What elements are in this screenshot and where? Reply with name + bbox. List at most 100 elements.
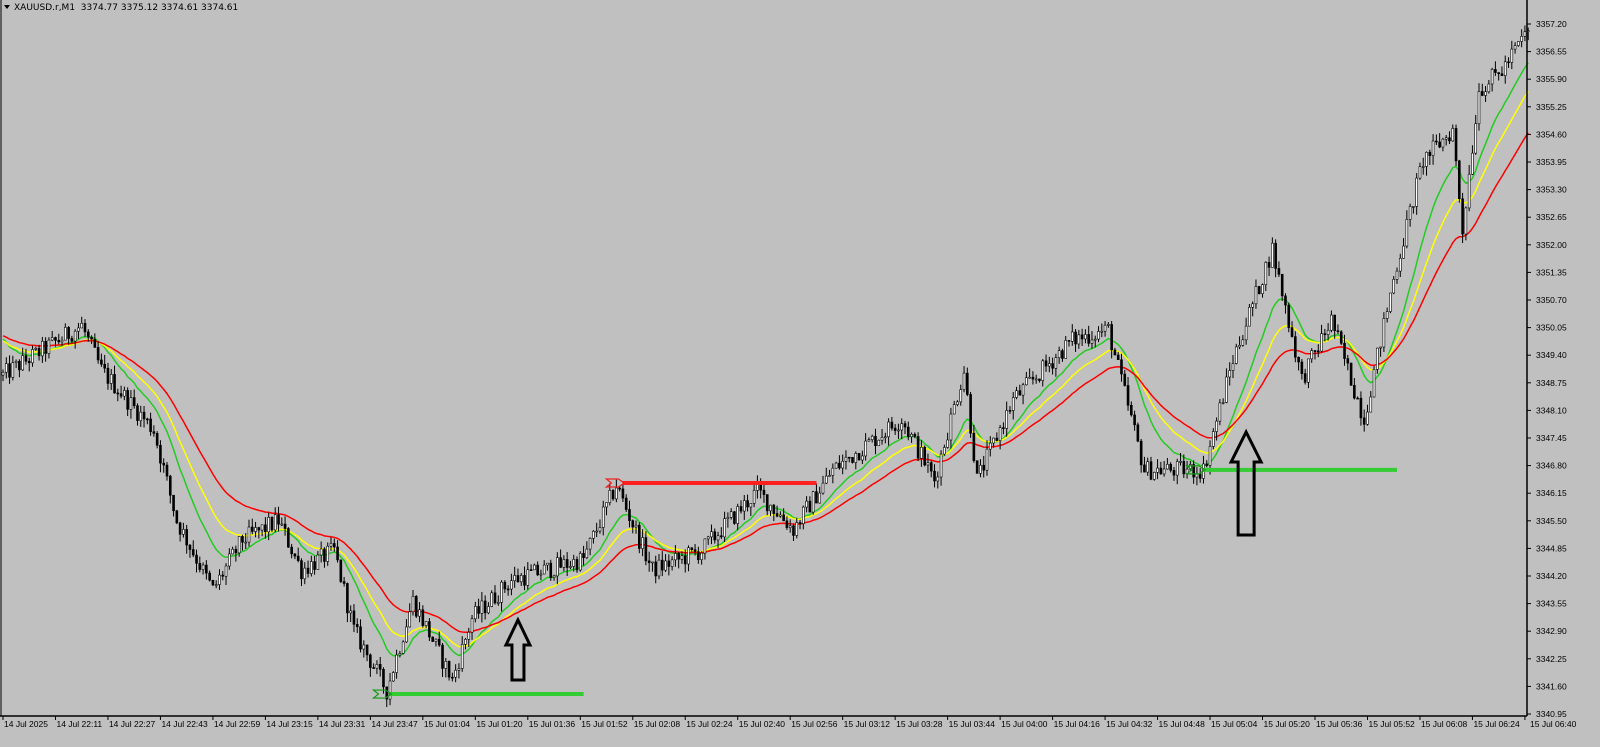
candle-body — [234, 548, 238, 554]
candle — [1395, 267, 1399, 284]
candle-body — [913, 433, 917, 437]
candle-body — [1257, 286, 1261, 295]
candle-body — [470, 618, 474, 633]
candle — [510, 573, 513, 596]
candle — [1051, 357, 1054, 375]
candle — [647, 551, 651, 572]
candle-body — [408, 611, 412, 628]
candle-body — [103, 363, 106, 369]
candle — [998, 425, 1002, 450]
candle — [923, 445, 926, 467]
candle-body — [1385, 311, 1389, 319]
candle — [146, 417, 149, 425]
candle-body — [775, 513, 779, 517]
candle — [1034, 374, 1038, 384]
candle — [185, 524, 188, 554]
candle-body — [1149, 461, 1153, 480]
candle — [578, 551, 582, 572]
candle-body — [670, 559, 674, 567]
candle-body — [916, 436, 920, 459]
candle — [70, 335, 74, 344]
y-tick-label: 3356.55 — [1536, 47, 1567, 57]
candle — [382, 667, 385, 694]
candle-body — [690, 547, 694, 550]
candle-body — [1234, 346, 1238, 364]
candle — [1513, 42, 1517, 54]
candle-body — [1336, 330, 1340, 333]
candle — [1005, 401, 1008, 437]
candle-body — [1103, 324, 1107, 332]
y-tick-label: 3345.50 — [1536, 516, 1567, 526]
candle-body — [1418, 166, 1422, 179]
candle — [44, 337, 47, 362]
candle — [1008, 406, 1012, 414]
candle — [1225, 368, 1228, 404]
candle — [1169, 462, 1172, 473]
candle — [139, 405, 143, 427]
candle-body — [988, 442, 992, 450]
candle-body — [1441, 138, 1445, 148]
y-tick-label: 3353.95 — [1536, 157, 1567, 167]
candle — [1175, 458, 1179, 485]
resistance-level-marker-icon — [604, 478, 626, 488]
candle — [588, 537, 592, 556]
candle-body — [713, 531, 717, 541]
candle — [168, 474, 172, 504]
candle-body — [952, 404, 956, 415]
candle — [1425, 151, 1428, 176]
dropdown-triangle-icon[interactable] — [4, 5, 10, 9]
candle — [208, 570, 211, 582]
candle-body — [185, 529, 188, 546]
candle-body — [739, 506, 743, 512]
candle — [654, 555, 658, 584]
candle-body — [802, 506, 805, 525]
candle-body — [303, 567, 307, 580]
candle-body — [867, 439, 871, 442]
candle-body — [847, 456, 851, 459]
candle — [80, 316, 84, 329]
candle-body — [1425, 151, 1428, 167]
candle-body — [1454, 128, 1458, 162]
candle-body — [647, 560, 651, 563]
candle-body — [533, 564, 536, 571]
candle — [1093, 335, 1097, 348]
candle — [313, 556, 316, 575]
candle-body — [877, 439, 881, 447]
candle — [1221, 398, 1225, 405]
candle-body — [313, 561, 316, 570]
candle-body — [526, 569, 530, 586]
candle — [480, 591, 484, 623]
candle-body — [975, 460, 979, 474]
candle — [864, 433, 867, 461]
candle — [34, 346, 38, 351]
candle-body — [310, 561, 313, 574]
candle-body — [956, 401, 959, 405]
candle-body — [510, 580, 513, 590]
candle-body — [224, 565, 228, 577]
candle-body — [726, 517, 730, 519]
candle — [214, 580, 218, 589]
candle-body — [201, 564, 205, 570]
candle-body — [1067, 340, 1071, 342]
candle-body — [929, 462, 933, 472]
x-tick-label: 14 Jul 2025 — [4, 719, 48, 729]
candle-body — [73, 330, 77, 342]
candle — [457, 663, 461, 679]
candle-body — [264, 524, 267, 533]
candle-body — [824, 475, 828, 484]
candle — [283, 516, 287, 536]
candle — [1261, 283, 1264, 298]
candle — [500, 580, 503, 612]
candle — [808, 496, 812, 513]
candle-body — [372, 667, 375, 669]
candle — [1097, 326, 1100, 343]
candle-body — [677, 553, 680, 560]
candle — [375, 660, 379, 675]
candle-body — [300, 560, 303, 580]
candle — [1149, 456, 1153, 481]
moving-averages — [2, 62, 1529, 657]
candle — [966, 367, 969, 397]
candle-body — [4, 363, 8, 373]
